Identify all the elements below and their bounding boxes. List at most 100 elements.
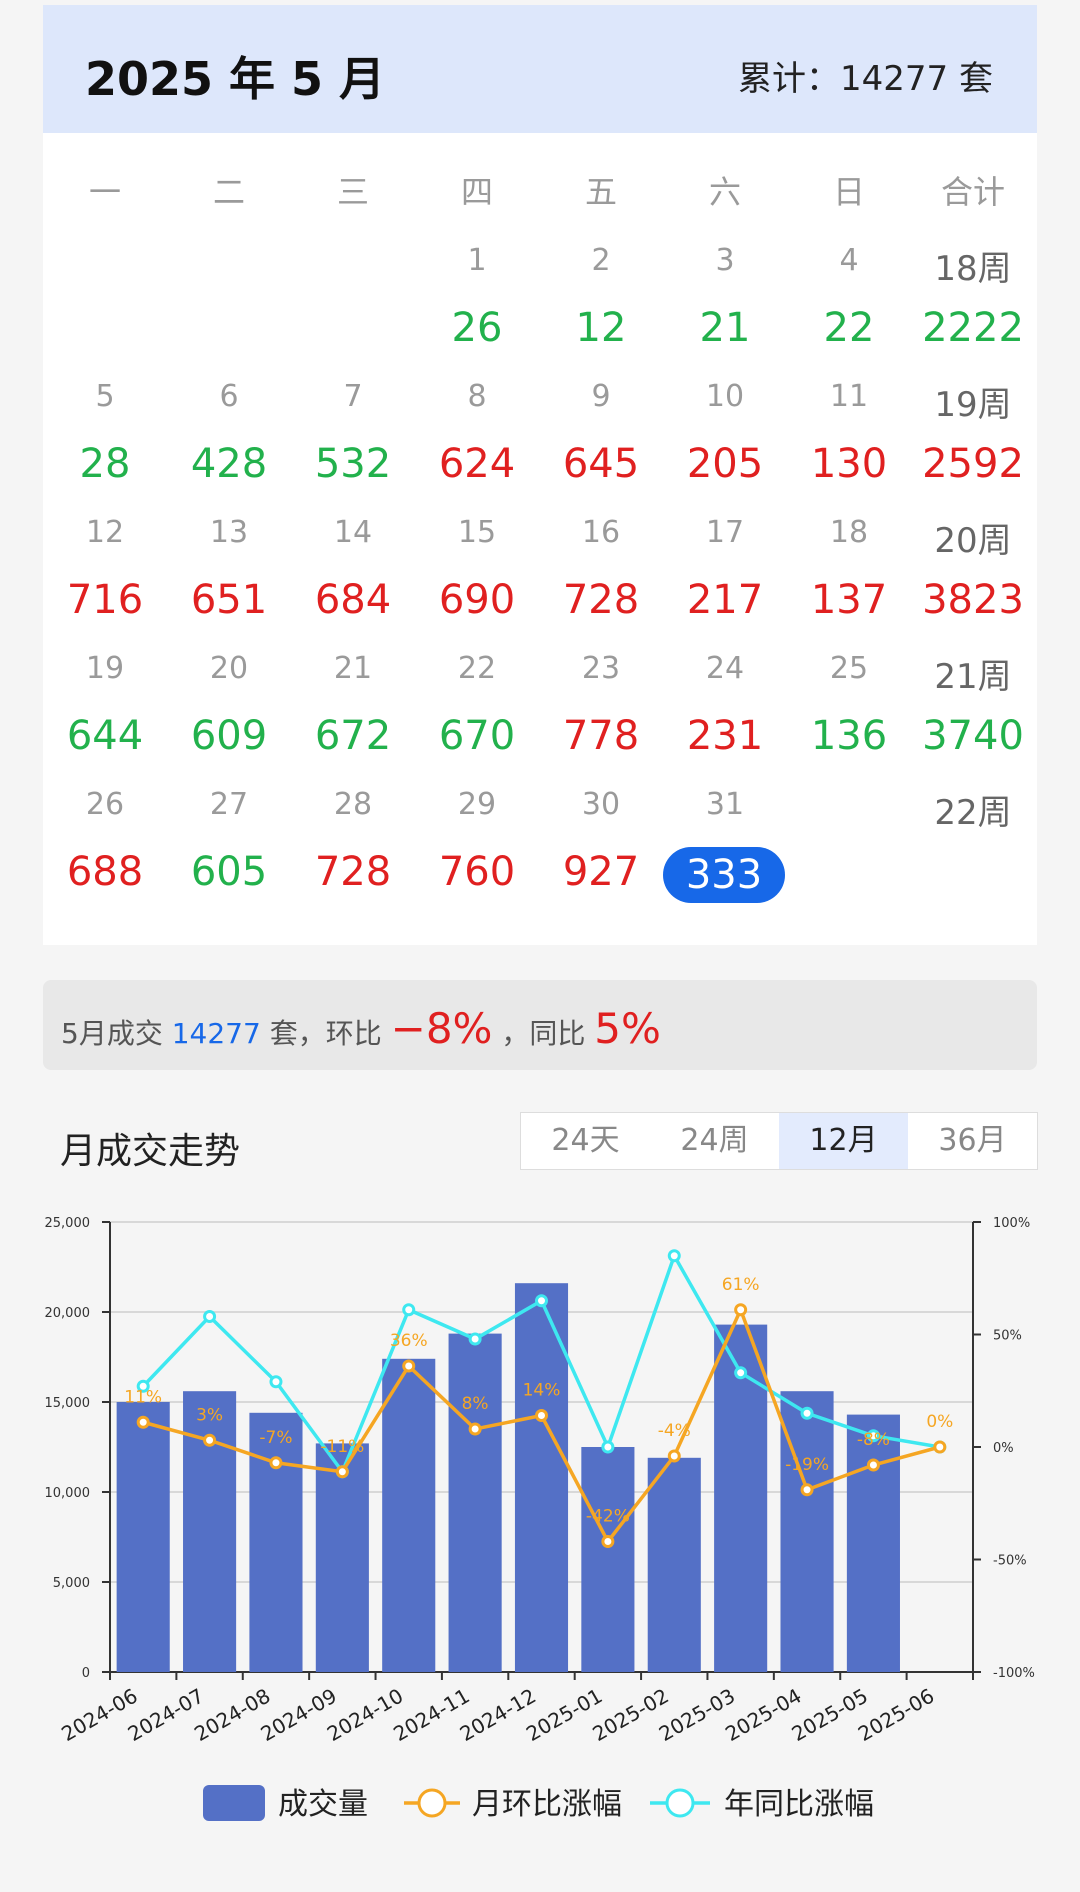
x-tick-label: 2025-01 — [522, 1684, 606, 1747]
day-value[interactable]: 205 — [686, 441, 764, 487]
mom-point — [269, 1456, 283, 1470]
mom-point — [800, 1483, 814, 1497]
day-number: 23 — [581, 651, 621, 686]
week-total: 2592 — [922, 441, 1024, 487]
volume-bar — [116, 1402, 170, 1672]
day-value[interactable]: 927 — [562, 849, 640, 895]
mom-data-label: 8% — [462, 1394, 489, 1414]
day-value[interactable]: 136 — [810, 713, 888, 759]
right-tick-label: -100% — [993, 1666, 1035, 1681]
month-title: 2025 年 5 月 — [85, 52, 386, 106]
legend-yoy-label: 年同比涨幅 — [724, 1787, 874, 1822]
mom-data-label: 61% — [722, 1275, 760, 1295]
day-value[interactable]: 28 — [79, 441, 131, 487]
day-number: 3 — [715, 243, 735, 278]
monthly-trend-chart: 0 5,000 10,000 15,000 20,000 25,000 -100% -50% 0… — [45, 1216, 1035, 1822]
yoy-point — [734, 1366, 748, 1380]
day-value[interactable]: 12 — [575, 305, 627, 351]
tab-24-days[interactable]: 24天 — [551, 1123, 620, 1158]
x-tick-label: 2024-09 — [256, 1684, 340, 1747]
day-value[interactable]: 670 — [438, 713, 516, 759]
yoy-point — [136, 1379, 150, 1393]
day-value[interactable]: 26 — [451, 305, 503, 351]
legend-volume-label: 成交量 — [278, 1787, 368, 1822]
week-label: 21周 — [934, 657, 1012, 697]
mom-point — [667, 1449, 681, 1463]
day-number: 10 — [705, 379, 745, 414]
day-value[interactable]: 22 — [823, 305, 875, 351]
day-value[interactable]: 532 — [314, 441, 392, 487]
volume-bar — [249, 1412, 303, 1672]
legend-mom-label: 月环比涨幅 — [472, 1787, 622, 1822]
left-tick-label: 10,000 — [45, 1486, 91, 1501]
day-number: 1 — [467, 243, 487, 278]
legend-yoy-marker — [665, 1788, 695, 1818]
left-tick-label: 0 — [82, 1666, 90, 1681]
day-number: 14 — [333, 515, 373, 550]
mom-point — [601, 1535, 615, 1548]
left-tick-label: 5,000 — [53, 1576, 90, 1591]
week-label: 18周 — [934, 249, 1012, 289]
yoy-point — [468, 1332, 482, 1346]
volume-bar — [382, 1358, 436, 1672]
volume-bar — [647, 1457, 701, 1672]
day-value[interactable]: 645 — [562, 441, 640, 487]
volume-bar — [448, 1333, 502, 1672]
mom-data-label: -19% — [785, 1455, 829, 1475]
mom-data-label: -7% — [259, 1428, 292, 1448]
x-tick-label: 2024-11 — [389, 1684, 473, 1747]
day-value[interactable]: 690 — [438, 577, 516, 623]
day-value[interactable]: 778 — [562, 713, 640, 759]
day-value[interactable]: 672 — [314, 713, 392, 759]
day-value[interactable]: 609 — [190, 713, 268, 759]
day-value[interactable]: 605 — [190, 849, 268, 895]
day-value[interactable]: 688 — [66, 849, 144, 895]
day-number: 13 — [209, 515, 249, 550]
volume-bar — [315, 1443, 369, 1672]
day-value[interactable]: 624 — [438, 441, 516, 487]
yoy-point — [866, 1429, 880, 1443]
tab-12-months[interactable]: 12月 — [779, 1113, 908, 1169]
tab-24-weeks[interactable]: 24周 — [680, 1123, 749, 1158]
day-value[interactable]: 716 — [66, 577, 144, 623]
x-tick-label: 2025-02 — [588, 1684, 672, 1747]
day-number: 6 — [219, 379, 239, 414]
selected-day-value[interactable]: 333 — [663, 847, 785, 903]
tab-36-months[interactable]: 36月 — [938, 1123, 1007, 1158]
day-value[interactable]: 728 — [314, 849, 392, 895]
yoy-point — [535, 1294, 548, 1308]
mom-point — [535, 1409, 548, 1422]
day-number: 30 — [581, 787, 621, 822]
mom-point — [203, 1433, 217, 1447]
day-number: 11 — [829, 379, 869, 414]
week-label: 19周 — [934, 385, 1012, 425]
day-value[interactable]: 684 — [314, 577, 392, 623]
day-value[interactable]: 217 — [686, 577, 764, 623]
day-number: 12 — [85, 515, 125, 550]
yoy-point — [601, 1440, 615, 1454]
day-value[interactable]: 760 — [438, 849, 516, 895]
day-value[interactable]: 137 — [810, 577, 888, 623]
weekday-header: 一 — [88, 173, 121, 211]
mom-point — [468, 1422, 482, 1436]
day-number: 18 — [829, 515, 869, 550]
day-number: 31 — [705, 787, 745, 822]
day-value[interactable]: 428 — [190, 441, 268, 487]
day-value[interactable]: 728 — [562, 577, 640, 623]
weekday-header: 三 — [336, 173, 369, 211]
day-number: 22 — [457, 651, 497, 686]
day-value[interactable]: 130 — [810, 441, 888, 487]
week-total: 3823 — [922, 577, 1024, 623]
day-value[interactable]: 21 — [699, 305, 751, 351]
mom-point — [933, 1440, 947, 1454]
weekday-header: 二 — [212, 173, 245, 211]
summary-yoy: 5% — [594, 1004, 661, 1053]
day-value[interactable]: 651 — [190, 577, 268, 623]
volume-bar — [846, 1414, 900, 1672]
day-number: 27 — [209, 787, 249, 822]
day-value[interactable]: 644 — [66, 713, 144, 759]
week-total: 2222 — [922, 305, 1024, 351]
day-number: 25 — [829, 651, 869, 686]
day-value[interactable]: 231 — [686, 713, 764, 759]
summary-count: 14277 — [171, 1017, 261, 1050]
